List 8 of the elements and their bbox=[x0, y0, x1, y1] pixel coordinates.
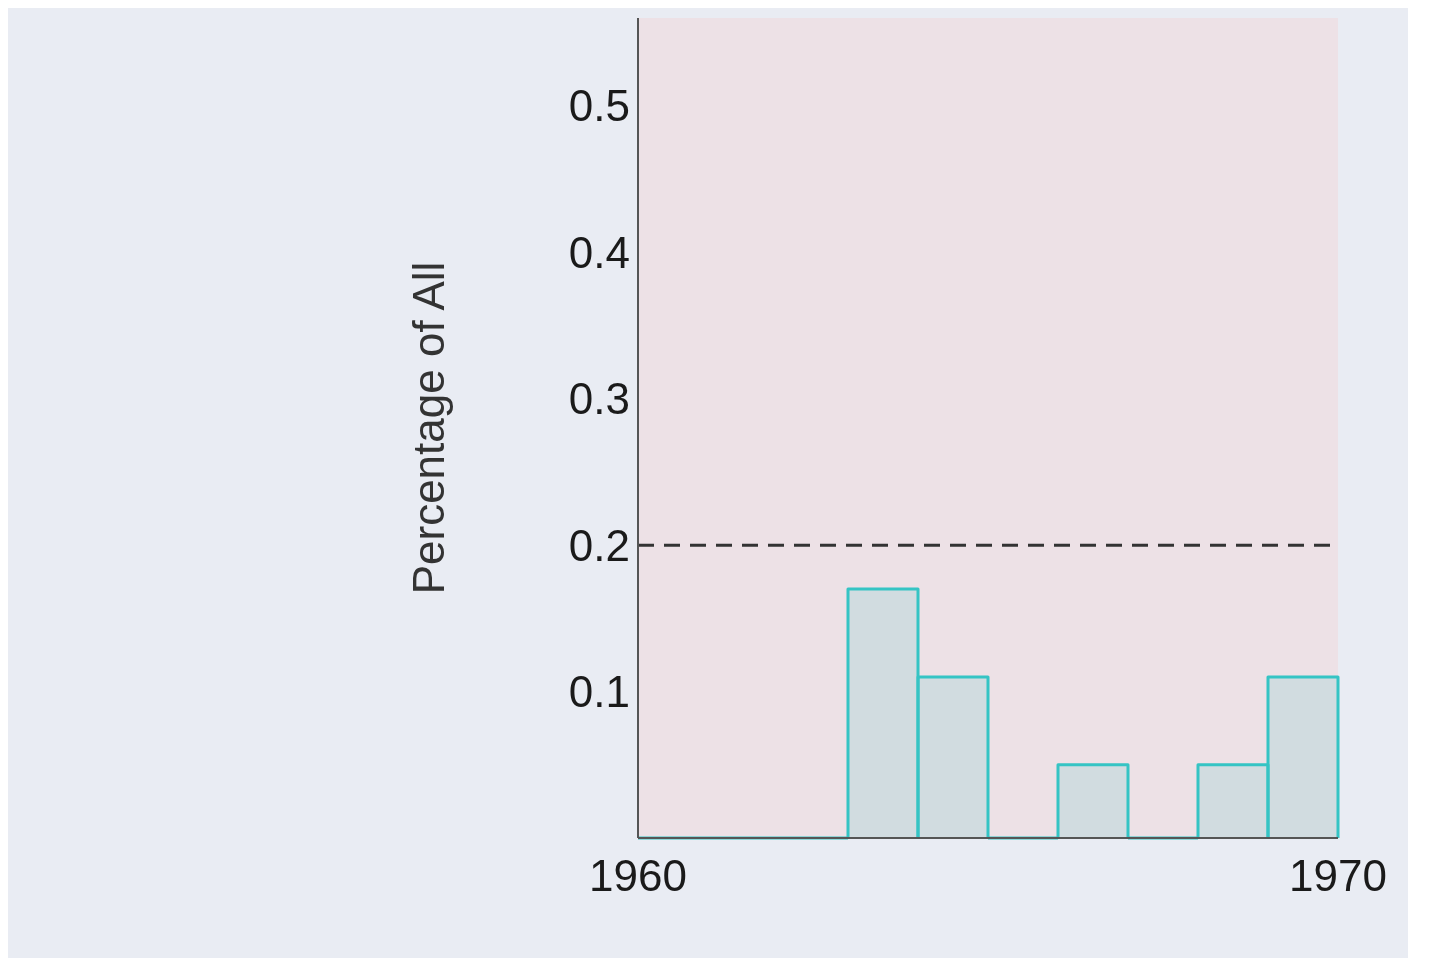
y-tick-label: 0.4 bbox=[568, 227, 630, 277]
y-tick-label: 0.2 bbox=[568, 520, 630, 570]
x-tick-label: 1960 bbox=[589, 851, 687, 901]
y-tick-label: 0.5 bbox=[568, 81, 630, 131]
y-tick-label: 0.1 bbox=[568, 667, 630, 717]
y-tick-label: 0.3 bbox=[568, 374, 630, 424]
y-axis-title: Percentage of All bbox=[403, 261, 453, 595]
x-tick-label: 1970 bbox=[1289, 851, 1387, 901]
